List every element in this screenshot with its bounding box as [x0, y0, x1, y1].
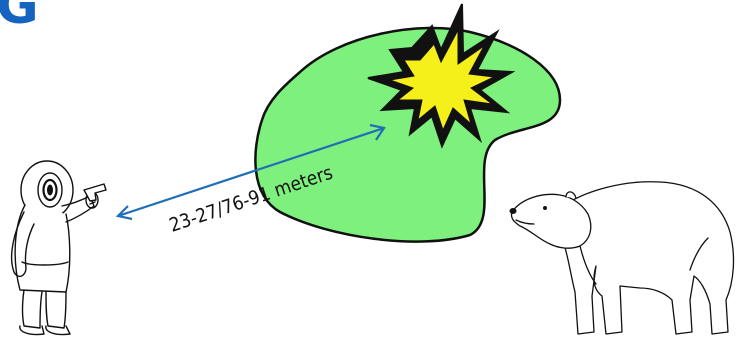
hunter-with-flare-gun-icon	[10, 160, 107, 336]
distance-arrow	[115, 123, 386, 221]
polar-bear-icon	[509, 181, 735, 335]
explosion-burst-icon	[367, 3, 516, 149]
panel-letter: G	[0, 0, 39, 36]
